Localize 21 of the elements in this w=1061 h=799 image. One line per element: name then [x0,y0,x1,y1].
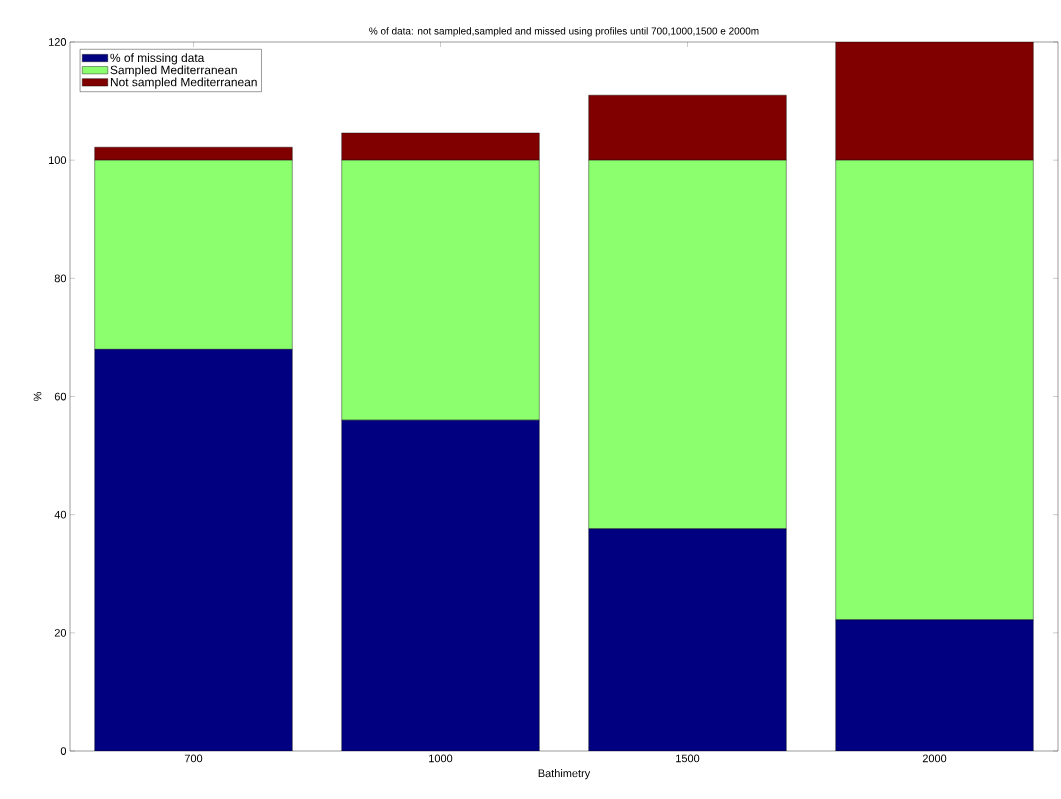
x-tick-label: 700 [184,754,203,763]
x-tick-label: 1500 [676,754,700,763]
y-tick-label: 120 [49,38,67,46]
bar [835,619,1034,751]
bar [94,349,293,751]
bar [341,419,540,751]
y-tick-label: 40 [54,510,67,519]
x-tick-label: 1000 [429,754,453,763]
legend-label: Not sampled Mediterranean [110,77,257,89]
y-tick-label: 80 [54,274,67,283]
legend-label: Sampled Mediterranean [110,65,237,77]
x-tick-label: 2000 [922,754,947,763]
bar [588,528,787,751]
y-tick-label: 60 [54,392,67,401]
y-tick-label: 100 [49,156,67,165]
y-tick-label: 20 [54,628,67,637]
legend-label: % of missing data [110,53,205,65]
chart-title: % of data: not sampled,sampled and missed using profiles until 700,1000,1500 e 2000m [369,27,759,37]
y-tick-label: 0 [60,747,67,755]
x-axis-title: Bathimetry [538,769,591,780]
y-axis-title: % [33,392,42,401]
